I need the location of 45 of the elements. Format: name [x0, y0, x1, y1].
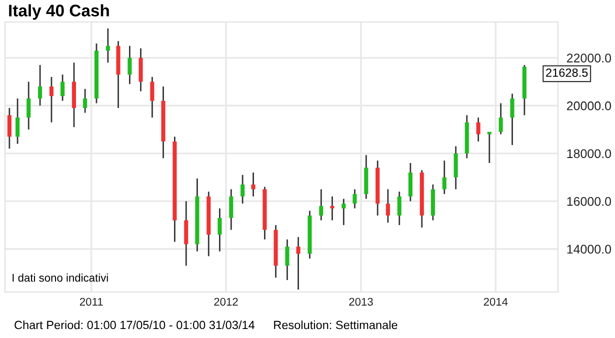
candlestick: [128, 45, 132, 85]
text: Resolution: Settimanale: [274, 320, 398, 330]
y-tick-label: 22000.0: [566, 54, 612, 62]
x-tick-label: 2012: [214, 298, 238, 306]
y-tick-label: 20000.0: [566, 101, 612, 110]
candlestick: [296, 236, 300, 290]
chart-title: Italy 40 Cash: [9, 4, 109, 20]
candlestick: [319, 188, 324, 222]
candlestick: [138, 48, 143, 92]
candlestick: [487, 131, 492, 164]
x-tick-label: 2011: [80, 298, 103, 306]
candlestick: [330, 196, 334, 222]
candlestick: [38, 64, 42, 106]
candlestick: [476, 116, 480, 142]
candlestick: [16, 98, 20, 145]
y-tick-label: 16000.0: [567, 197, 612, 206]
candlestick: [150, 76, 154, 118]
candlestick: [397, 190, 402, 226]
candlestick: [442, 160, 446, 195]
y-tick-label: 14000.0: [567, 244, 612, 254]
candlestick: [285, 238, 290, 281]
candlestick: [342, 198, 346, 226]
candlestick: [26, 81, 31, 130]
candlestick: [251, 172, 256, 198]
candlestick: [498, 102, 503, 135]
candlestick: [386, 188, 390, 224]
candlestick: [60, 74, 65, 102]
y-tick-label: 18000.0: [567, 149, 612, 158]
candlestick: [240, 174, 245, 204]
candlestick: [510, 92, 514, 146]
candlestick: [229, 188, 234, 231]
x-tick-label: 2013: [349, 298, 373, 306]
annotation: 21628.5: [546, 68, 588, 77]
candlestick: [454, 146, 458, 190]
annotation: I dati sono indicativi: [12, 274, 108, 282]
candlestick: [83, 88, 88, 114]
x-tick-label: 2014: [484, 298, 508, 306]
text: Chart Period: 01:00 17/05/10 - 01:00 31/03/14: [14, 320, 255, 330]
candlestick: [218, 208, 222, 252]
candlestick: [408, 162, 412, 202]
candlestick: [7, 107, 12, 150]
candlestick: [106, 28, 110, 64]
candlestick: [184, 200, 188, 266]
candlestick: [49, 76, 54, 124]
candlestick: [352, 188, 357, 210]
